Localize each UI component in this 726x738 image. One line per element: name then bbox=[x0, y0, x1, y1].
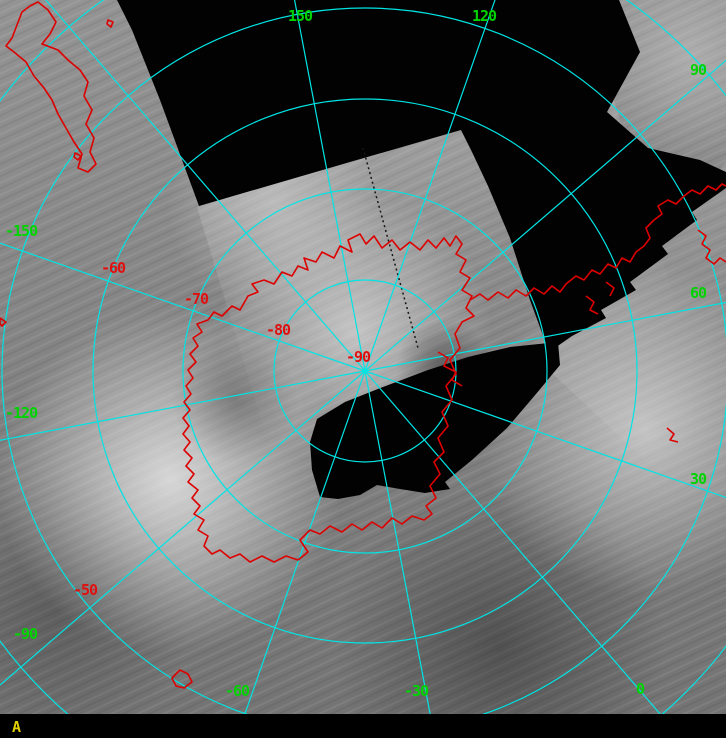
longitude-label: 150 bbox=[288, 7, 313, 25]
graticule-grid bbox=[0, 0, 726, 714]
islet-dot bbox=[0, 317, 7, 327]
meridian-30e bbox=[364, 370, 726, 499]
latitude-label: -70 bbox=[184, 290, 209, 308]
longitude-label: -30 bbox=[404, 682, 429, 700]
island-coastline bbox=[585, 295, 599, 315]
longitude-label: -60 bbox=[225, 682, 250, 700]
antarctica-coastline bbox=[182, 233, 475, 563]
latitude-circle-70s bbox=[182, 188, 548, 554]
longitude-label: 90 bbox=[690, 61, 707, 79]
caption-bar: ANTARCTIC COMPOSITE SHORTWAVE IR 16 OCT … bbox=[0, 714, 726, 738]
longitude-label: -150 bbox=[5, 222, 38, 240]
no-data-top-wedge bbox=[117, 0, 726, 352]
meridian-150w bbox=[0, 242, 366, 372]
meridian-60w bbox=[244, 370, 366, 714]
new-zealand-coastline bbox=[5, 1, 97, 173]
island-coastline bbox=[171, 669, 193, 689]
antarctic-peninsula-coastline bbox=[469, 183, 726, 301]
text-cursor-glyph: A bbox=[12, 718, 22, 736]
islet-dot bbox=[106, 19, 114, 28]
meridian-150e bbox=[293, 0, 366, 372]
longitude-label: -120 bbox=[5, 404, 38, 422]
no-data-regions bbox=[117, 0, 726, 499]
meridian-0 bbox=[364, 370, 661, 714]
latitude-label: -90 bbox=[346, 348, 371, 366]
latitude-circle-60s bbox=[92, 98, 638, 644]
map-overlay bbox=[0, 0, 726, 714]
longitude-label: 0 bbox=[636, 680, 645, 698]
island-coastline bbox=[605, 281, 615, 297]
longitude-label: 60 bbox=[690, 284, 707, 302]
coastlines bbox=[0, 1, 726, 689]
meridian-90e bbox=[364, 59, 726, 372]
composite-seam-line bbox=[362, 147, 419, 349]
meridian-180 bbox=[44, 0, 366, 372]
island-coastline bbox=[697, 229, 726, 265]
no-data-band bbox=[310, 342, 560, 499]
meridian-120w bbox=[0, 370, 366, 441]
meridian-120e bbox=[364, 0, 496, 372]
latitude-label: -50 bbox=[73, 581, 98, 599]
latitude-circle-80s bbox=[273, 279, 457, 463]
meridian-30w bbox=[364, 370, 431, 714]
meridian-90w bbox=[0, 370, 366, 686]
latitude-label: -60 bbox=[101, 259, 126, 277]
island-coastline bbox=[666, 427, 679, 443]
mountain-outline bbox=[437, 351, 463, 387]
latitude-circle-50s bbox=[1, 7, 726, 714]
longitude-label: 120 bbox=[472, 7, 497, 25]
antarctic-composite-image: 150 120 90 60 30 0 -30 -60 -90 -120 -150… bbox=[0, 0, 726, 714]
latitude-label: -80 bbox=[266, 321, 291, 339]
islet-dot bbox=[73, 152, 82, 161]
longitude-label: -90 bbox=[13, 625, 38, 643]
meridian-60e bbox=[364, 301, 726, 372]
longitude-label: 30 bbox=[690, 470, 707, 488]
